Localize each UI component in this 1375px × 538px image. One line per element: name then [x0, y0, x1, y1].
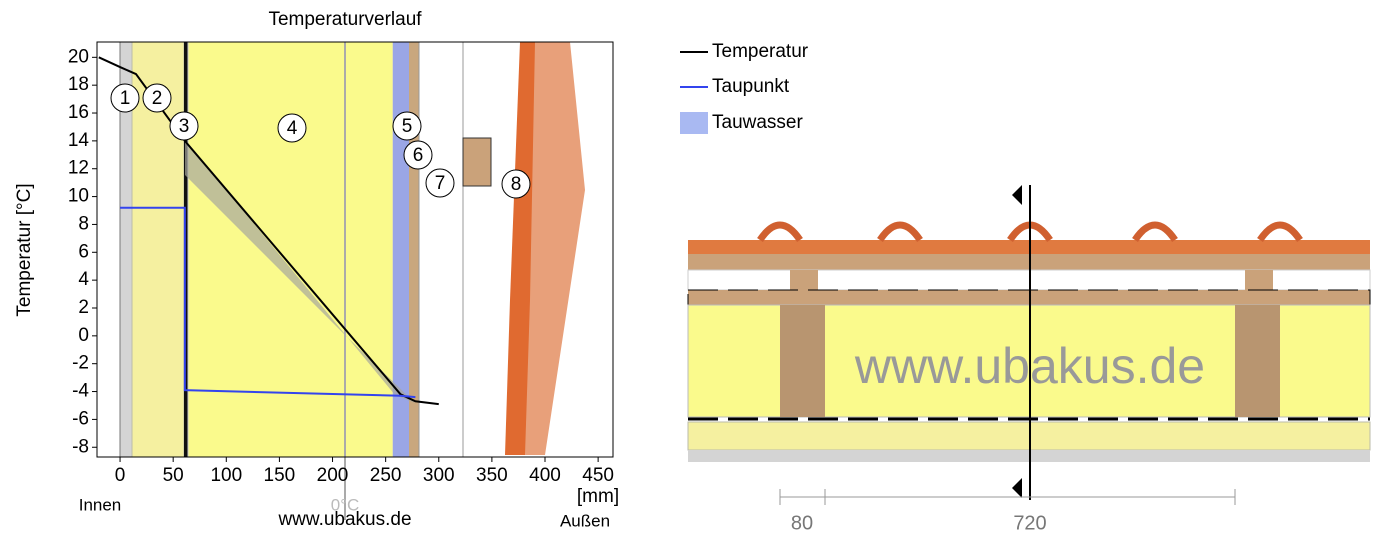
series-line: [120, 206, 416, 399]
y-tick-label: 18: [68, 74, 89, 95]
x-tick-label: 200: [317, 465, 349, 486]
batten: [462, 137, 492, 187]
rafter: [1235, 305, 1280, 417]
watermark: www.ubakus.de: [277, 509, 411, 530]
y-tick-label: 10: [68, 186, 89, 207]
counter-batten: [790, 270, 818, 290]
layer-board: [393, 42, 409, 457]
y-tick-label: -4: [72, 381, 89, 402]
x-tick-label: 300: [423, 465, 455, 486]
x-axis-label: [mm]: [577, 486, 619, 507]
layer-marker: [169, 111, 199, 141]
x-tick-label: 150: [264, 465, 296, 486]
y-tick-label: -2: [72, 353, 89, 374]
counter-batten: [1245, 270, 1273, 290]
legend-label: Temperatur: [712, 41, 809, 62]
y-tick-label: -8: [72, 436, 89, 457]
layer-wood: [409, 42, 419, 457]
layer-number: 5: [402, 116, 413, 137]
outside-label: Außen: [560, 511, 610, 530]
y-tick-label: 16: [68, 102, 89, 123]
layer-number: 3: [179, 116, 190, 137]
y-tick-label: 20: [68, 46, 89, 67]
layer-number: 2: [152, 88, 163, 109]
tile-light: [525, 42, 585, 455]
layer-air: [418, 41, 464, 458]
y-tick-label: 12: [68, 158, 89, 179]
layer-marker: [501, 169, 531, 199]
layer-marker: [142, 83, 172, 113]
plot-frame: [96, 41, 614, 458]
layer-number: 1: [120, 88, 131, 109]
x-tick-label: 100: [210, 465, 242, 486]
layer-marker: [392, 111, 422, 141]
dimension-label: 720: [1013, 512, 1046, 533]
layer-marker: [425, 168, 455, 198]
x-tick-label: 400: [529, 465, 561, 486]
x-tick-label: 450: [582, 465, 614, 486]
zero-label: 0°C: [331, 495, 360, 514]
layer-marker: [110, 83, 140, 113]
x-tick-label: 50: [163, 465, 184, 486]
dimension-label: 80: [791, 512, 813, 533]
y-axis-label: Temperatur [°C]: [14, 183, 35, 316]
layer-membrane: [184, 42, 188, 457]
y-tick-label: 8: [78, 213, 89, 234]
legend-label: Tauwasser: [712, 112, 803, 133]
roof-section: [687, 185, 1371, 505]
layer-number: 8: [511, 174, 522, 195]
x-tick-label: 250: [370, 465, 402, 486]
inside-label: Innen: [79, 495, 122, 514]
x-tick-label: 0: [115, 465, 126, 486]
wall-layers: [96, 41, 614, 520]
series-line: [98, 56, 439, 406]
x-tick-label: 350: [476, 465, 508, 486]
legend-swatch: [680, 112, 708, 134]
layer-number: 4: [287, 118, 298, 139]
y-tick-label: 14: [68, 130, 90, 151]
section-arrow: [1012, 478, 1022, 498]
rafter: [780, 305, 825, 417]
layer-number: 7: [435, 173, 446, 194]
y-tick-label: 6: [78, 241, 89, 262]
section-arrow: [1012, 185, 1022, 205]
y-tick-label: 2: [78, 297, 89, 318]
y-tick-label: 0: [78, 325, 89, 346]
layer-number: 6: [413, 145, 424, 166]
layer-marker: [277, 113, 307, 143]
y-tick-label: -6: [72, 408, 89, 429]
watermark: www.ubakus.de: [854, 338, 1205, 394]
chart-title: Temperaturverlauf: [268, 9, 422, 30]
y-tick-label: 4: [78, 269, 89, 290]
legend-label: Taupunkt: [712, 76, 790, 97]
layer-marker: [403, 140, 433, 170]
